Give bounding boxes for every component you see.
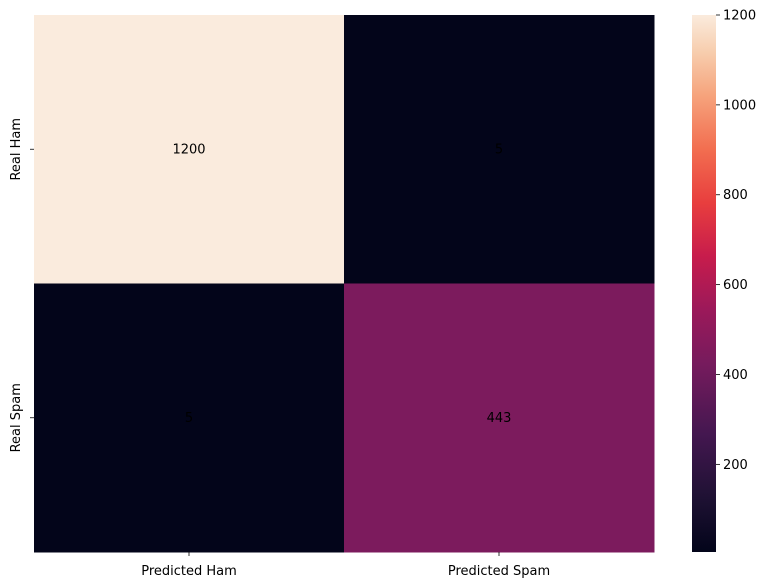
colorbar-tick-label-2: 600 [723,278,748,293]
cell-label-r0-c0: 1200 [172,142,205,157]
colorbar-tick-label-5: 1200 [723,9,756,24]
colorbar-gradient [692,15,716,552]
y-axis: Real Ham Real Spam [9,118,34,452]
x-tick-label-1: Predicted Spam [448,564,550,579]
heatmap-cell-labels: 1200 5 5 443 [172,142,511,426]
cell-label-r1-c1: 443 [487,411,512,426]
colorbar-tick-label-3: 800 [723,188,748,203]
heatmap-cells [34,15,655,553]
x-axis: Predicted Ham Predicted Spam [141,552,550,579]
colorbar-tick-label-0: 200 [723,458,748,473]
heatmap-cell-r1-c0 [34,283,345,553]
colorbar-tick-label-1: 400 [723,368,748,383]
heatmap-cell-r0-c1 [344,15,655,284]
cell-label-r1-c0: 5 [185,411,193,426]
x-tick-label-0: Predicted Ham [141,564,237,579]
y-tick-label-0: Real Ham [9,118,24,181]
colorbar: 200 400 600 800 1000 1200 [692,9,756,552]
cell-label-r0-c1: 5 [495,142,503,157]
heatmap-cell-r0-c0 [34,15,345,284]
heatmap-cell-r1-c1 [344,283,655,553]
y-tick-label-1: Real Spam [9,383,24,452]
colorbar-tick-label-4: 1000 [723,98,756,113]
